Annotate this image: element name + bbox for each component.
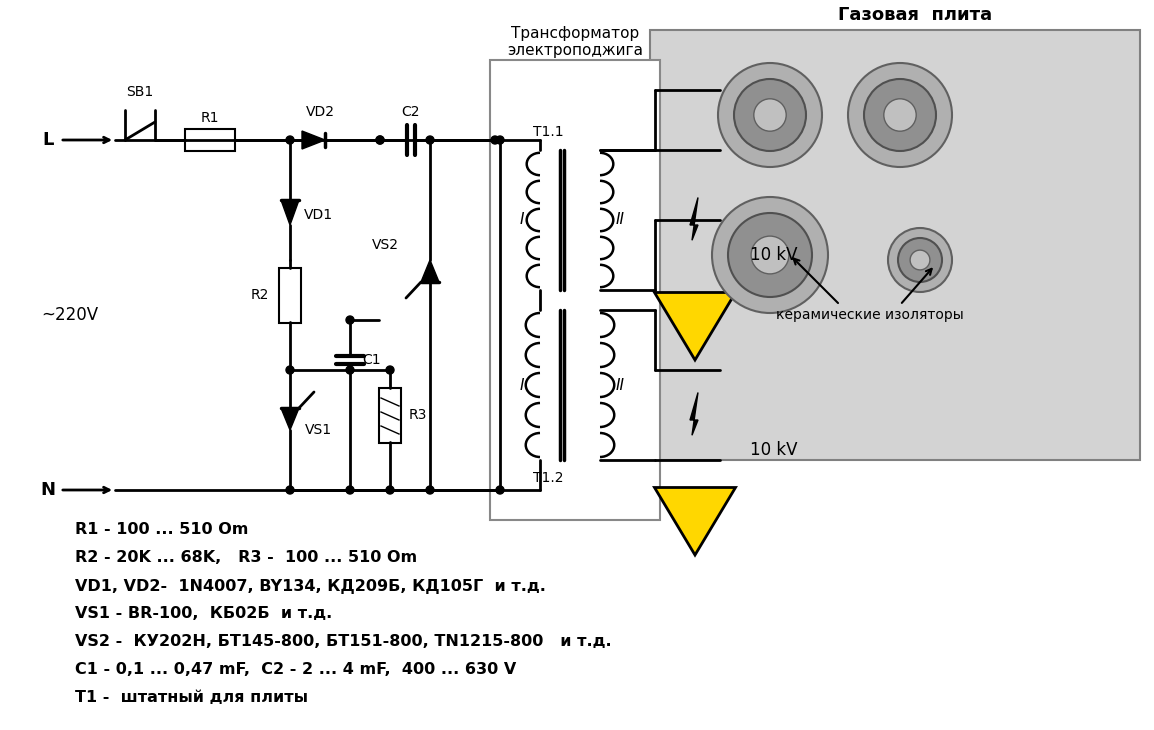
Circle shape: [346, 366, 354, 374]
Text: 10 kV: 10 kV: [750, 441, 797, 459]
Circle shape: [734, 79, 805, 151]
Text: C1: C1: [362, 353, 381, 367]
FancyBboxPatch shape: [490, 60, 660, 520]
Text: R1 - 100 ... 510 Om: R1 - 100 ... 510 Om: [75, 523, 248, 537]
Circle shape: [346, 316, 354, 324]
Polygon shape: [654, 488, 735, 555]
Text: Газовая  плита: Газовая плита: [838, 6, 992, 24]
Circle shape: [884, 99, 916, 131]
Circle shape: [286, 366, 294, 374]
Text: Трансформатор
электроподжига: Трансформатор электроподжига: [507, 26, 643, 58]
Text: T1 -  штатный для плиты: T1 - штатный для плиты: [75, 691, 308, 705]
Polygon shape: [690, 393, 698, 435]
Text: VS2: VS2: [372, 238, 398, 252]
Circle shape: [718, 63, 822, 167]
Text: R2: R2: [250, 288, 269, 302]
Text: VD1, VD2-  1N4007, BY134, КД209Б, КД105Г  и т.д.: VD1, VD2- 1N4007, BY134, КД209Б, КД105Г …: [75, 578, 546, 593]
Text: ~220V: ~220V: [42, 306, 98, 324]
Circle shape: [712, 197, 829, 313]
FancyBboxPatch shape: [650, 30, 1140, 460]
Text: N: N: [40, 481, 55, 499]
Text: R3: R3: [409, 408, 427, 422]
Bar: [379, 388, 400, 442]
Polygon shape: [302, 131, 325, 149]
Circle shape: [385, 366, 394, 374]
Circle shape: [496, 136, 504, 144]
Circle shape: [728, 213, 812, 297]
Text: VD2: VD2: [306, 105, 335, 119]
Circle shape: [864, 79, 936, 151]
Circle shape: [754, 99, 786, 131]
Polygon shape: [654, 293, 735, 360]
Circle shape: [887, 228, 952, 292]
Circle shape: [346, 486, 354, 494]
Circle shape: [376, 136, 384, 144]
Text: SB1: SB1: [127, 85, 153, 99]
Text: VD1: VD1: [304, 208, 332, 222]
Text: I: I: [519, 212, 524, 228]
Text: C1 - 0,1 ... 0,47 mF,  C2 - 2 ... 4 mF,  400 ... 630 V: C1 - 0,1 ... 0,47 mF, C2 - 2 ... 4 mF, 4…: [75, 663, 516, 677]
Text: VS1 - BR-100,  КБ02Б  и т.д.: VS1 - BR-100, КБ02Б и т.д.: [75, 607, 332, 621]
Circle shape: [911, 250, 930, 270]
Text: R2 - 20K ... 68K,   R3 -  100 ... 510 Om: R2 - 20K ... 68K, R3 - 100 ... 510 Om: [75, 550, 417, 566]
Polygon shape: [421, 260, 439, 282]
Text: 10 kV: 10 kV: [750, 246, 797, 264]
Circle shape: [898, 238, 942, 282]
Circle shape: [848, 63, 952, 167]
Circle shape: [385, 486, 394, 494]
Text: T1.1: T1.1: [533, 125, 563, 139]
Text: T1.2: T1.2: [533, 471, 563, 485]
Bar: [279, 267, 301, 323]
Polygon shape: [282, 200, 299, 225]
Text: керамические изоляторы: керамические изоляторы: [777, 308, 964, 322]
Polygon shape: [282, 408, 299, 430]
Circle shape: [426, 136, 434, 144]
Text: VS1: VS1: [305, 423, 331, 437]
Text: R1: R1: [201, 111, 219, 125]
Circle shape: [286, 486, 294, 494]
Circle shape: [496, 486, 504, 494]
Bar: [185, 129, 235, 151]
Polygon shape: [690, 198, 698, 240]
Circle shape: [286, 136, 294, 144]
Circle shape: [376, 136, 384, 144]
Text: II: II: [615, 212, 624, 228]
Circle shape: [490, 136, 499, 144]
Circle shape: [751, 236, 789, 274]
Text: L: L: [43, 131, 54, 149]
Text: I: I: [519, 377, 524, 393]
Circle shape: [426, 486, 434, 494]
Text: C2: C2: [402, 105, 420, 119]
Text: VS2 -  КУ202Н, БТ145-800, БТ151-800, TN1215-800   и т.д.: VS2 - КУ202Н, БТ145-800, БТ151-800, TN12…: [75, 634, 612, 650]
Text: II: II: [615, 377, 624, 393]
